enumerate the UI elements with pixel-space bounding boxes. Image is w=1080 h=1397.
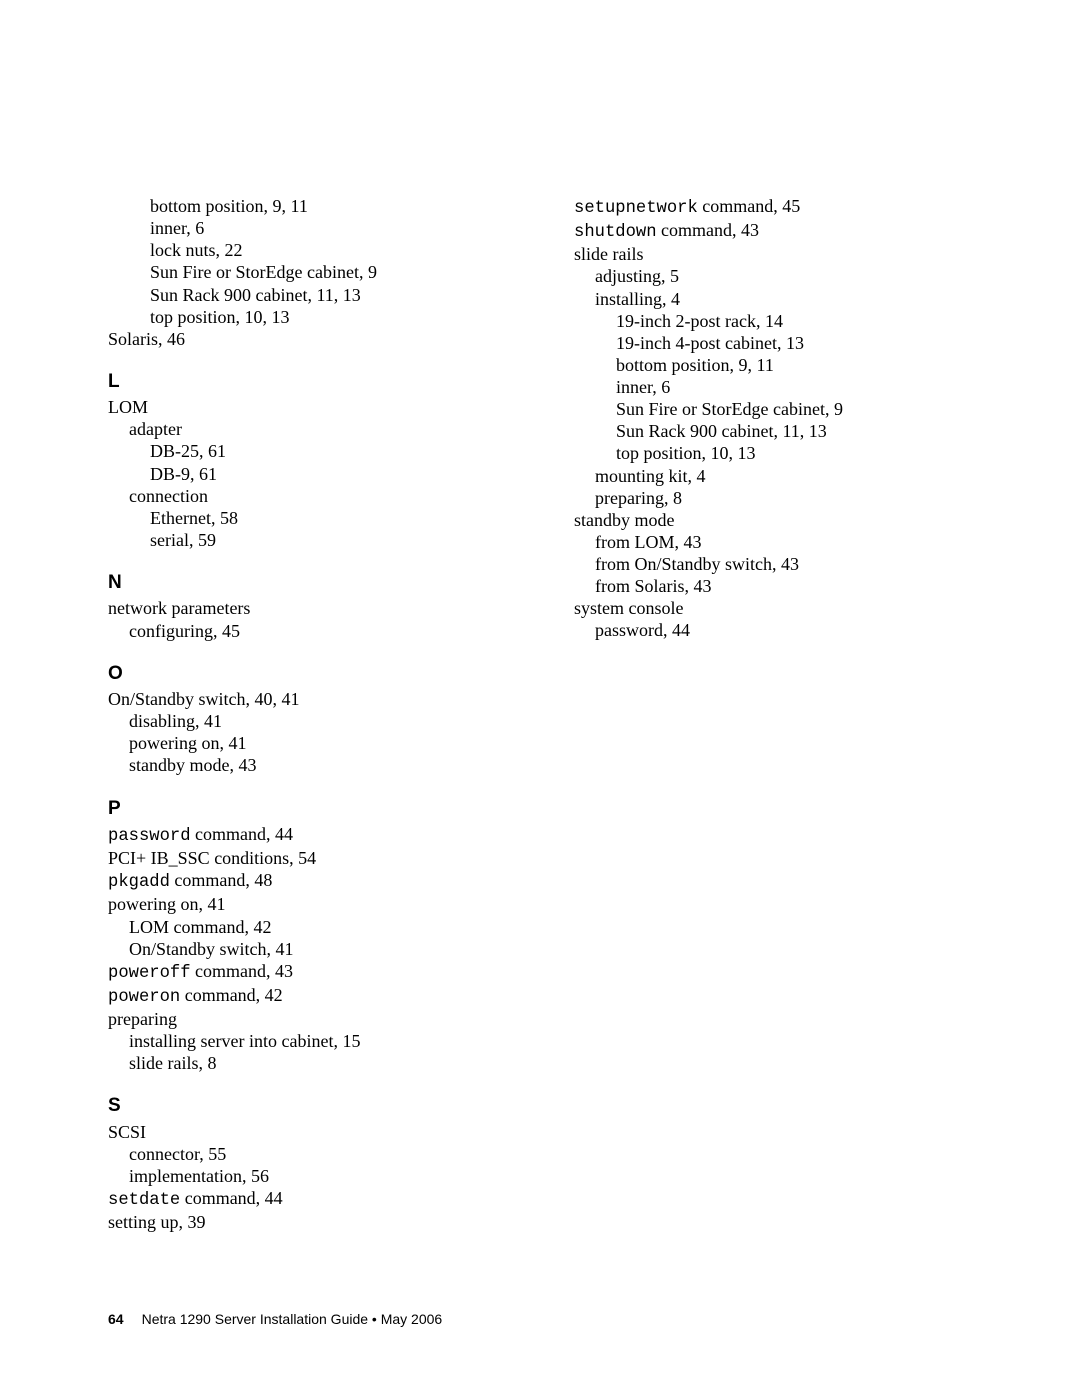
index-entry: poweron command, 42: [108, 984, 514, 1008]
section-letter: P: [108, 797, 514, 820]
index-entry: 19-inch 4-post cabinet, 13: [574, 332, 980, 354]
index-entry: DB-9, 61: [108, 463, 514, 485]
entry-text: command, 48: [170, 870, 272, 890]
mono-term: poweroff: [108, 964, 191, 983]
index-entry: Sun Rack 900 cabinet, 11, 13: [574, 420, 980, 442]
index-entry: On/Standby switch, 41: [108, 938, 514, 960]
entry-text: command, 43: [191, 961, 293, 981]
page: bottom position, 9, 11inner, 6lock nuts,…: [0, 0, 1080, 1397]
index-entry: connection: [108, 485, 514, 507]
mono-term: setdate: [108, 1191, 180, 1210]
index-entry: shutdown command, 43: [574, 219, 980, 243]
index-entry: inner, 6: [108, 217, 514, 239]
mono-term: poweron: [108, 988, 180, 1007]
index-entry: setupnetwork command, 45: [574, 195, 980, 219]
index-entry: pkgadd command, 48: [108, 869, 514, 893]
index-entry: top position, 10, 13: [108, 306, 514, 328]
index-entry: adapter: [108, 418, 514, 440]
index-entry: poweroff command, 43: [108, 960, 514, 984]
index-entry: standby mode, 43: [108, 754, 514, 776]
index-entry: Sun Rack 900 cabinet, 11, 13: [108, 284, 514, 306]
index-entry: LOM: [108, 396, 514, 418]
index-entry: On/Standby switch, 40, 41: [108, 688, 514, 710]
index-entry: password command, 44: [108, 823, 514, 847]
index-entry: from LOM, 43: [574, 531, 980, 553]
index-entry: system console: [574, 597, 980, 619]
index-entry: implementation, 56: [108, 1165, 514, 1187]
column-right: setupnetwork command, 45shutdown command…: [574, 195, 980, 1233]
index-entry: Sun Fire or StorEdge cabinet, 9: [108, 261, 514, 283]
index-entry: connector, 55: [108, 1143, 514, 1165]
index-entry: slide rails, 8: [108, 1052, 514, 1074]
column-left: bottom position, 9, 11inner, 6lock nuts,…: [108, 195, 514, 1233]
mono-term: pkgadd: [108, 873, 170, 892]
index-entry: from On/Standby switch, 43: [574, 553, 980, 575]
index-entry: mounting kit, 4: [574, 465, 980, 487]
section-letter: S: [108, 1094, 514, 1117]
section-letter: L: [108, 370, 514, 393]
index-entry: bottom position, 9, 11: [574, 354, 980, 376]
section-letter: N: [108, 571, 514, 594]
entry-text: command, 43: [657, 220, 759, 240]
index-entry: password, 44: [574, 619, 980, 641]
index-entry: setting up, 39: [108, 1211, 514, 1233]
index-entry: adjusting, 5: [574, 265, 980, 287]
index-entry: inner, 6: [574, 376, 980, 398]
index-entry: configuring, 45: [108, 620, 514, 642]
index-entry: preparing, 8: [574, 487, 980, 509]
index-entry: setdate command, 44: [108, 1187, 514, 1211]
index-entry: Ethernet, 58: [108, 507, 514, 529]
index-entry: DB-25, 61: [108, 440, 514, 462]
index-entry: Solaris, 46: [108, 328, 514, 350]
index-entry: LOM command, 42: [108, 916, 514, 938]
index-entry: installing server into cabinet, 15: [108, 1030, 514, 1052]
page-number: 64: [108, 1311, 124, 1327]
index-entry: slide rails: [574, 243, 980, 265]
index-entry: PCI+ IB_SSC conditions, 54: [108, 847, 514, 869]
index-entry: top position, 10, 13: [574, 442, 980, 464]
entry-text: command, 44: [180, 1188, 282, 1208]
index-entry: 19-inch 2-post rack, 14: [574, 310, 980, 332]
mono-term: setupnetwork: [574, 199, 698, 218]
index-entry: serial, 59: [108, 529, 514, 551]
index-entry: lock nuts, 22: [108, 239, 514, 261]
index-entry: installing, 4: [574, 288, 980, 310]
columns: bottom position, 9, 11inner, 6lock nuts,…: [108, 195, 980, 1233]
entry-text: command, 45: [698, 196, 800, 216]
index-entry: standby mode: [574, 509, 980, 531]
index-entry: network parameters: [108, 597, 514, 619]
entry-text: command, 44: [191, 824, 293, 844]
section-letter: O: [108, 662, 514, 685]
index-entry: powering on, 41: [108, 732, 514, 754]
index-entry: preparing: [108, 1008, 514, 1030]
footer: 64 Netra 1290 Server Installation Guide •…: [108, 1311, 442, 1327]
index-entry: powering on, 41: [108, 893, 514, 915]
index-entry: SCSI: [108, 1121, 514, 1143]
index-entry: from Solaris, 43: [574, 575, 980, 597]
footer-title: Netra 1290 Server Installation Guide • M…: [142, 1311, 443, 1327]
mono-term: shutdown: [574, 223, 657, 242]
index-entry: Sun Fire or StorEdge cabinet, 9: [574, 398, 980, 420]
index-entry: disabling, 41: [108, 710, 514, 732]
mono-term: password: [108, 827, 191, 846]
index-entry: bottom position, 9, 11: [108, 195, 514, 217]
entry-text: command, 42: [180, 985, 282, 1005]
